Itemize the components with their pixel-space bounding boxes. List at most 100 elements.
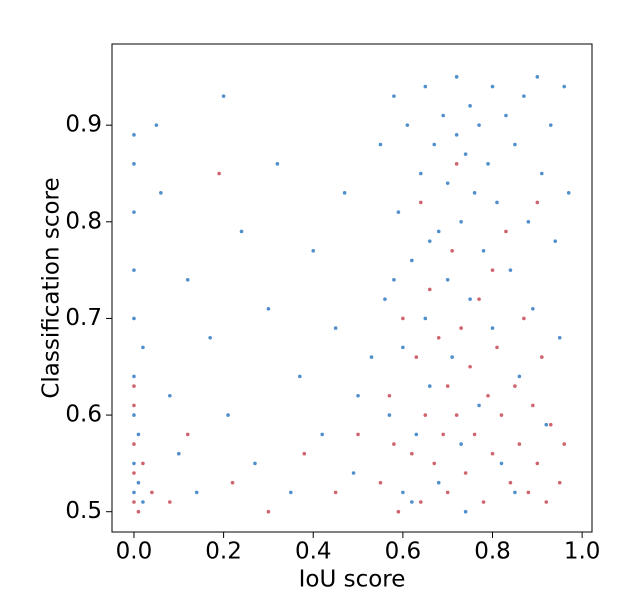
point [132, 413, 136, 417]
point [481, 248, 486, 253]
point [486, 393, 490, 398]
point [445, 490, 450, 495]
point [168, 393, 172, 398]
point [459, 326, 463, 330]
point [526, 220, 531, 224]
point [132, 490, 136, 495]
y-axis-label: Classification score [39, 177, 65, 398]
point [454, 75, 459, 79]
point [392, 94, 396, 98]
point [333, 490, 338, 495]
point [454, 413, 459, 417]
point [136, 509, 141, 514]
plot-frame [111, 43, 593, 533]
point [427, 384, 432, 388]
point [141, 345, 145, 350]
x-tick-label: 0.2 [205, 539, 242, 565]
point [499, 461, 504, 466]
y-tick-label: 0.9 [65, 112, 102, 138]
point [266, 509, 271, 514]
point [508, 480, 513, 485]
point [194, 490, 199, 495]
point [477, 123, 481, 127]
point [405, 123, 410, 127]
point [136, 480, 141, 485]
point [544, 500, 549, 504]
point [226, 413, 230, 417]
point [392, 277, 396, 282]
plot-area [112, 44, 592, 532]
point [387, 393, 392, 398]
point [535, 461, 540, 466]
point [477, 403, 481, 408]
point [132, 162, 136, 166]
point [562, 442, 567, 446]
point [132, 374, 136, 379]
point [441, 113, 446, 118]
point [535, 200, 540, 205]
point [427, 287, 432, 292]
point [369, 355, 374, 359]
point [410, 258, 414, 263]
point [410, 500, 414, 504]
point [450, 248, 454, 253]
point [557, 335, 562, 340]
point [441, 432, 446, 437]
point [423, 316, 428, 321]
point [342, 191, 347, 195]
point [463, 509, 468, 514]
point [141, 500, 145, 504]
point [566, 191, 571, 195]
point [454, 133, 459, 137]
point [468, 297, 472, 301]
point [132, 384, 136, 388]
point [333, 326, 338, 330]
point [392, 442, 396, 446]
point [495, 200, 499, 205]
point [445, 277, 450, 282]
point [132, 268, 136, 272]
point [540, 171, 544, 176]
point [410, 451, 414, 456]
point [562, 84, 567, 89]
point [383, 297, 387, 301]
point [132, 461, 136, 466]
point [508, 268, 513, 272]
point [540, 355, 544, 359]
point [378, 142, 383, 147]
point [463, 152, 468, 156]
point [253, 461, 257, 466]
point [217, 171, 221, 176]
point [159, 191, 163, 195]
point [436, 229, 441, 234]
point [517, 442, 522, 446]
point [513, 384, 517, 388]
point [387, 413, 392, 417]
point [436, 335, 441, 340]
point [495, 345, 499, 350]
point [490, 451, 495, 456]
point [472, 191, 477, 195]
x-tick-label: 0.4 [295, 539, 332, 565]
point [230, 480, 235, 485]
point [423, 84, 428, 89]
point [208, 335, 212, 340]
point [459, 220, 463, 224]
point [132, 133, 136, 137]
point [490, 84, 495, 89]
point [132, 210, 136, 214]
point [450, 355, 454, 359]
point [176, 451, 181, 456]
point [132, 403, 136, 408]
point [468, 104, 472, 108]
point [522, 94, 526, 98]
point [401, 490, 405, 495]
point [432, 142, 437, 147]
point [418, 171, 423, 176]
point [544, 422, 549, 427]
point [423, 413, 428, 417]
point [356, 432, 360, 437]
point [221, 94, 226, 98]
point [548, 422, 553, 427]
